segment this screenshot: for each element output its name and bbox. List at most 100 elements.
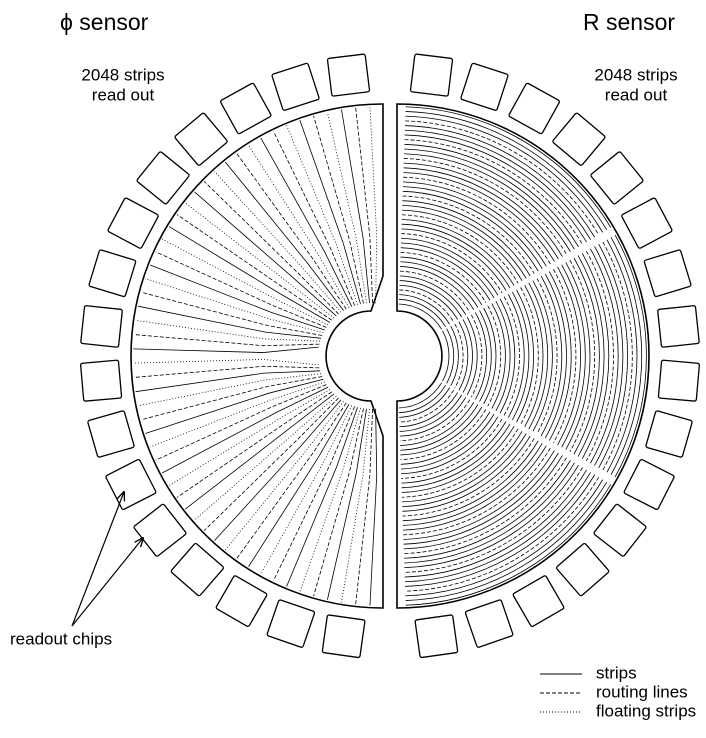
r-strip xyxy=(404,139,583,245)
r-strip xyxy=(402,433,527,508)
r-strip xyxy=(401,418,503,479)
r-strip xyxy=(404,462,575,564)
r-strip xyxy=(401,214,519,284)
phi-strip xyxy=(286,125,358,305)
r-strip xyxy=(446,328,455,384)
r-strip xyxy=(400,414,495,470)
r-strip xyxy=(402,438,535,517)
readout-chip xyxy=(552,112,606,166)
r-strip xyxy=(398,382,442,409)
r-strip xyxy=(399,270,471,313)
legend-label: floating strips xyxy=(596,701,696,720)
phi-strip xyxy=(327,408,367,600)
phi-strip xyxy=(176,391,333,498)
readout-chip xyxy=(136,151,190,205)
left-title: ϕ sensor xyxy=(60,9,149,35)
r-strip xyxy=(402,190,539,272)
r-strip xyxy=(586,250,614,462)
phi-strip xyxy=(369,106,378,304)
r-strip xyxy=(405,474,596,587)
readout-chip xyxy=(409,53,454,97)
r-strip xyxy=(400,404,479,451)
r-strip xyxy=(581,253,610,459)
readout-chip xyxy=(88,249,137,298)
r-strip xyxy=(405,479,604,597)
r-strip xyxy=(524,285,544,427)
readout-chip xyxy=(266,599,316,648)
phi-strip xyxy=(369,408,378,606)
r-strip xyxy=(400,256,483,306)
phi-strip xyxy=(135,319,321,342)
phi-strip xyxy=(248,145,350,308)
r-strip xyxy=(402,443,543,526)
r-strip xyxy=(399,275,467,315)
r-strip xyxy=(400,411,491,465)
readout-chip xyxy=(220,82,272,135)
r-strip xyxy=(401,423,511,489)
phi-strip xyxy=(137,305,322,339)
r-strip xyxy=(565,262,591,450)
r-strip xyxy=(401,428,519,498)
r-strip xyxy=(405,115,604,233)
phi-strip xyxy=(133,359,319,366)
right-note: 2048 strips xyxy=(594,65,677,84)
sensors xyxy=(80,53,700,659)
r-strip xyxy=(512,291,530,421)
phi-strip xyxy=(313,115,364,304)
right-note: read out xyxy=(605,85,668,104)
r-strip xyxy=(499,298,516,414)
r-strip xyxy=(594,246,624,466)
readout-chip xyxy=(107,197,159,249)
r-sensor-outline xyxy=(396,103,650,609)
r-strip xyxy=(402,195,535,274)
r-strip xyxy=(454,323,464,389)
phi-strip xyxy=(236,402,347,559)
r-strip xyxy=(400,266,475,311)
r-strip xyxy=(404,134,587,243)
r-strip xyxy=(483,307,497,405)
left-note: read out xyxy=(92,85,155,104)
phi-strip xyxy=(155,251,327,328)
phi-strip xyxy=(168,226,331,323)
arrow xyxy=(71,492,124,627)
phi-strip xyxy=(248,404,350,567)
r-strip xyxy=(399,389,455,423)
phi-strip xyxy=(137,373,322,407)
r-strip xyxy=(402,440,539,522)
r-strip xyxy=(398,303,442,330)
r-strip xyxy=(475,312,487,400)
phi-strip xyxy=(203,397,339,531)
r-strip xyxy=(561,264,586,448)
r-strip xyxy=(405,120,600,236)
readout-chip xyxy=(271,62,320,111)
r-strip xyxy=(402,435,531,512)
readout-chip xyxy=(326,53,371,97)
phi-strip xyxy=(135,370,321,393)
r-strip xyxy=(399,284,459,320)
phi-strip xyxy=(145,378,324,434)
r-strip xyxy=(405,481,608,601)
r-strip xyxy=(402,204,527,279)
r-strip xyxy=(399,397,467,437)
readout-chip xyxy=(508,82,560,135)
r-strip xyxy=(610,237,643,475)
phi-strip xyxy=(214,399,342,541)
r-strip xyxy=(516,289,534,423)
r-strip xyxy=(577,255,605,457)
phi-strip xyxy=(161,238,329,326)
r-strip xyxy=(401,421,507,484)
readout-chip xyxy=(590,151,644,205)
r-strip xyxy=(458,321,469,391)
r-strip xyxy=(507,294,525,418)
phi-strip xyxy=(185,393,335,510)
r-strip xyxy=(557,266,581,446)
phi-strip xyxy=(194,191,337,317)
r-strip xyxy=(470,314,483,398)
right-title: R sensor xyxy=(583,9,675,35)
phi-strip xyxy=(176,214,333,321)
r-strip xyxy=(400,247,491,301)
r-strip xyxy=(403,445,547,531)
legend-label: routing lines xyxy=(596,682,688,701)
r-strip xyxy=(399,399,471,442)
